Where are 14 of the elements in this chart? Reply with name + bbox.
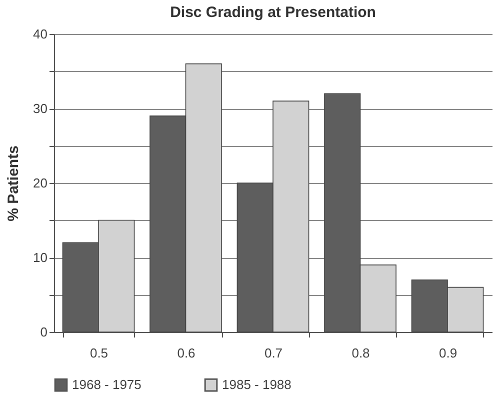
x-tick-label: 0.7 — [264, 346, 283, 360]
chart-title: Disc Grading at Presentation — [170, 4, 376, 21]
y-axis-title: % Patients — [5, 146, 22, 222]
y-tick-label: 0 — [40, 324, 48, 340]
x-tick-label: 0.5 — [90, 346, 108, 360]
y-tick-label: 20 — [33, 176, 48, 190]
legend-label: 1985 - 1988 — [222, 377, 292, 392]
y-tick-label: 30 — [33, 101, 48, 116]
x-tick-label: 0.8 — [352, 346, 370, 360]
x-tick-label: 0.9 — [438, 346, 458, 360]
y-tick-label: 40 — [33, 26, 48, 42]
legend-label: 1968 - 1975 — [72, 377, 142, 392]
y-tick-label: 10 — [33, 250, 48, 265]
x-tick-label: 0.6 — [177, 346, 196, 360]
